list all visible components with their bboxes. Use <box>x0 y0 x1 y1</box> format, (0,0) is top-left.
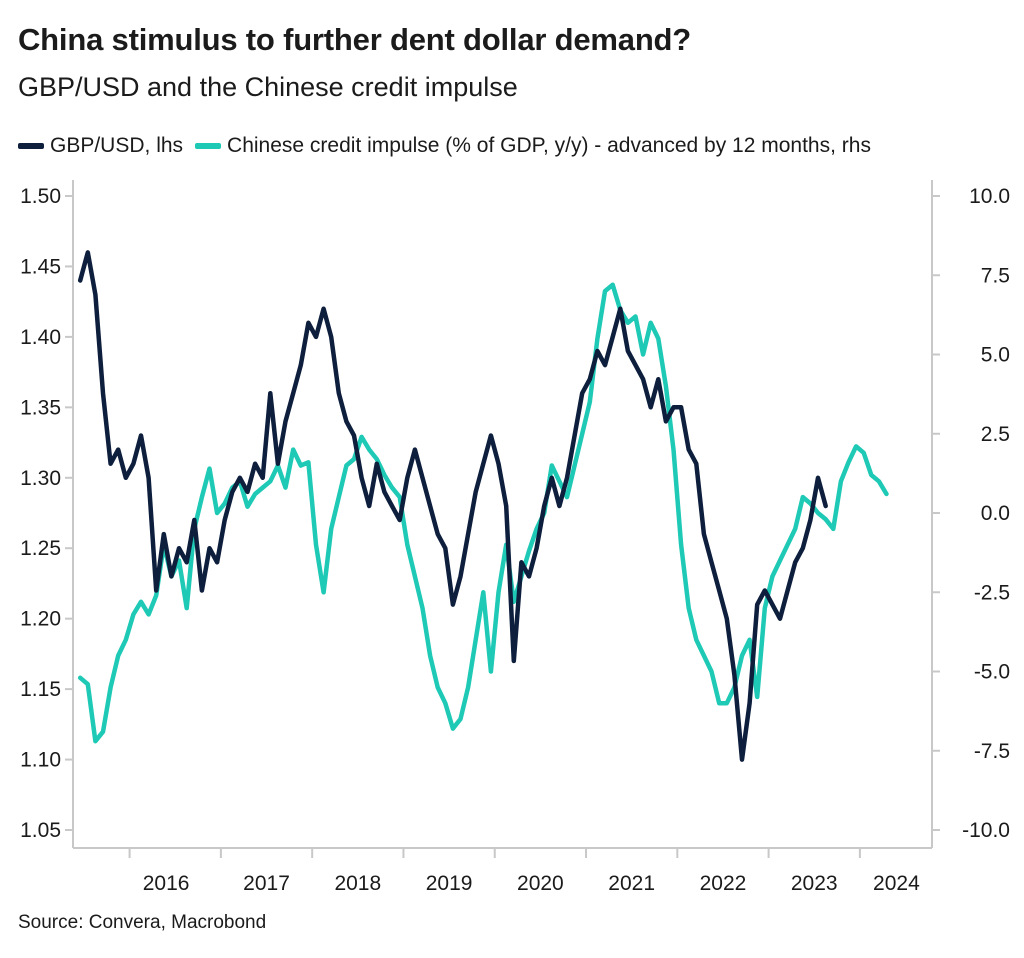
credit-impulse-line <box>77 282 889 744</box>
y-left-tick-label: 1.15 <box>20 678 61 701</box>
y-left-tick-label: 1.25 <box>20 537 61 560</box>
legend-item-gbpusd: GBP/USD, lhs <box>18 134 183 158</box>
legend-item-impulse: Chinese credit impulse (% of GDP, y/y) -… <box>195 134 871 158</box>
x-tick-label: 2024 <box>873 872 920 895</box>
legend-label-impulse: Chinese credit impulse (% of GDP, y/y) -… <box>227 134 871 157</box>
chart-lines <box>77 250 889 762</box>
y-left-tick-label: 1.45 <box>20 255 61 278</box>
x-tick-label: 2020 <box>517 872 564 895</box>
x-tick-label: 2021 <box>608 872 655 895</box>
y-right-tick-label: 5.0 <box>981 344 1010 367</box>
y-left-tick-label: 1.35 <box>20 396 61 419</box>
legend-label-gbpusd: GBP/USD, lhs <box>50 134 184 157</box>
y-right-tick-label: -5.0 <box>974 661 1010 684</box>
chart-subtitle: GBP/USD and the Chinese credit impulse <box>18 72 518 102</box>
source-note: Source: Convera, Macrobond <box>18 912 267 933</box>
y-right-tick-label: 2.5 <box>981 423 1010 446</box>
y-left-tick-label: 1.10 <box>20 749 61 772</box>
y-right-tick-label: 10.0 <box>969 185 1010 208</box>
x-tick-label: 2022 <box>700 872 747 895</box>
x-tick-label: 2023 <box>791 872 838 895</box>
chart-title: China stimulus to further dent dollar de… <box>18 22 692 57</box>
y-left-tick-label: 1.05 <box>20 819 61 842</box>
y-right-tick-label: 0.0 <box>981 502 1010 525</box>
legend-swatch-impulse <box>195 143 222 149</box>
chart-axes: 1.50 1.45 1.40 1.35 1.30 1.25 1.20 1.15 1.10 1.05… <box>20 180 1010 895</box>
gbpusd-line <box>77 250 828 762</box>
x-tick-label: 2017 <box>243 872 290 895</box>
y-right-tick-label: -2.5 <box>974 581 1010 604</box>
y-right-tick-label: 7.5 <box>981 264 1010 287</box>
y-right-tick-label: -7.5 <box>974 740 1010 763</box>
y-left-tick-label: 1.20 <box>20 608 61 631</box>
chart-legend: GBP/USD, lhs Chinese credit impulse (% o… <box>18 134 883 158</box>
y-left-tick-label: 1.50 <box>20 185 61 208</box>
y-right-tick-label: -10.0 <box>962 819 1010 842</box>
x-tick-label: 2018 <box>334 872 381 895</box>
y-left-tick-label: 1.30 <box>20 467 61 490</box>
legend-swatch-gbpusd <box>18 143 44 149</box>
x-tick-label: 2019 <box>426 872 473 895</box>
x-tick-label: 2016 <box>143 872 190 895</box>
y-left-tick-label: 1.40 <box>20 326 61 349</box>
